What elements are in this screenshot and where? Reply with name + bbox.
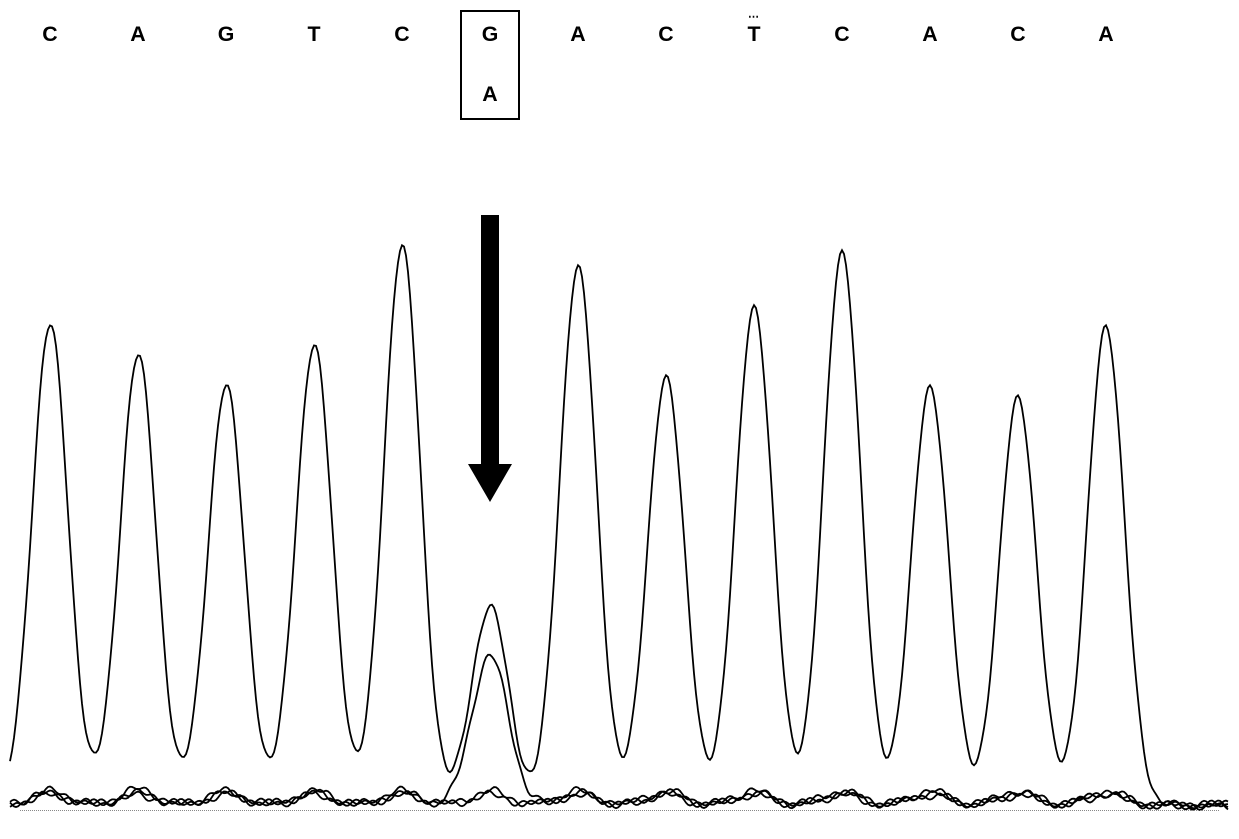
sequence-base-1: A [130,22,145,47]
sequence-base-3: T [307,22,320,47]
sequence-base-7: C [658,22,673,47]
sequence-base-6: A [570,22,585,47]
mutation-alt-base: A [482,82,497,107]
sequence-base-11: C [1010,22,1025,47]
sequence-base-8: T [747,22,760,47]
sequence-base-9: C [834,22,849,47]
figure: CAGTCGACT⋯CACA A [0,0,1239,839]
sequence-base-2: G [218,22,235,47]
chromatogram-baseline [20,810,1219,811]
sequence-base-12: A [1098,22,1113,47]
chromatogram [0,190,1239,830]
sequence-base-0: C [42,22,57,47]
sequence-base-10: A [922,22,937,47]
tick-marks: ⋯ [748,10,760,23]
sequence-base-4: C [394,22,409,47]
